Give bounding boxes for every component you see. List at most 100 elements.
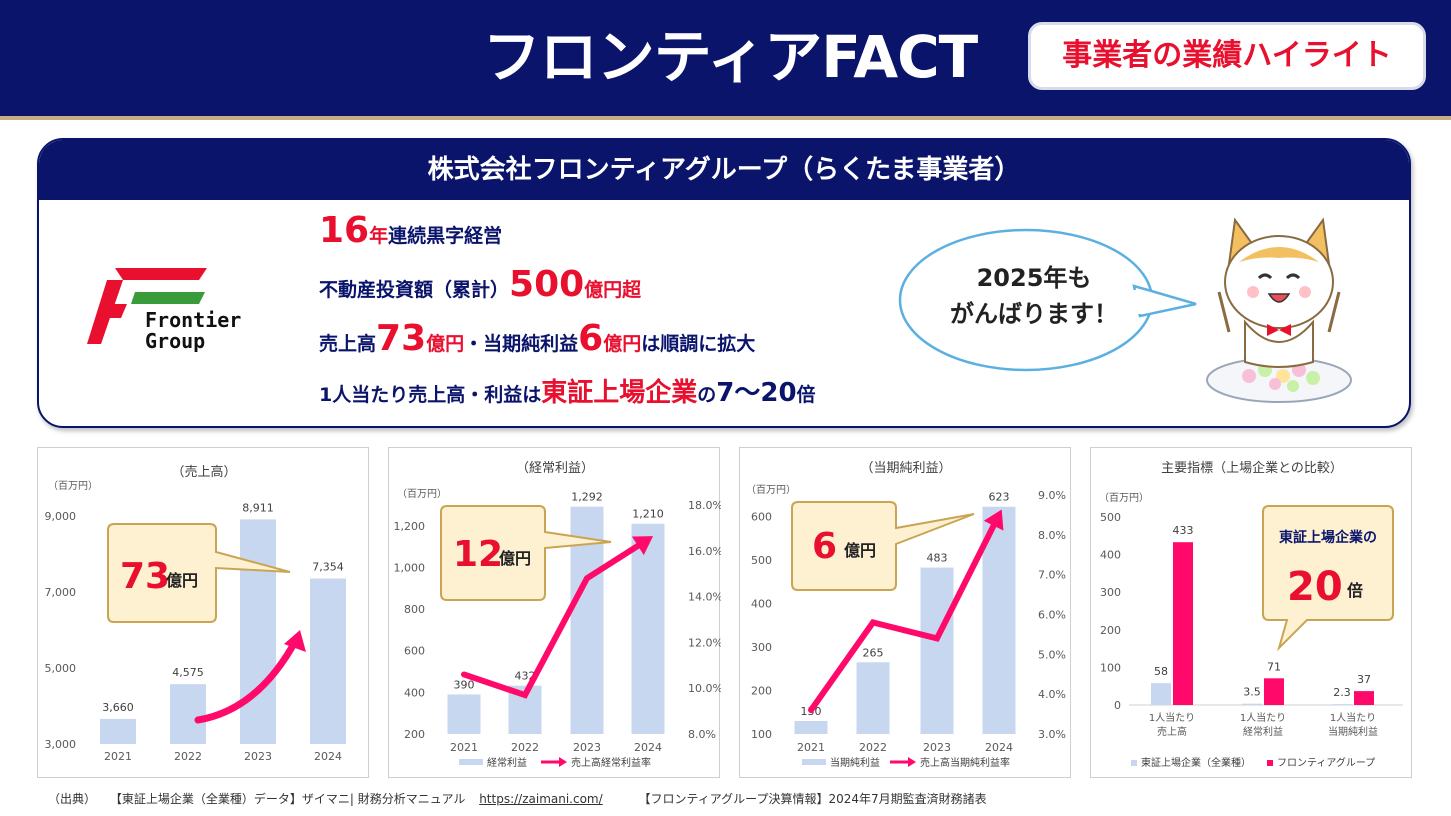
speech-bubble bbox=[898, 228, 1197, 372]
callout-number: 12 bbox=[453, 534, 503, 575]
y-tick-label: 9,000 bbox=[45, 510, 77, 523]
y2-tick-label: 18.0% bbox=[688, 499, 721, 512]
logo-text-frontier: Frontier bbox=[145, 308, 242, 332]
net-income-chart: （当期純利益） （百万円） 100 200 300 400 500 600 3.0% 4.0%… bbox=[746, 461, 1066, 769]
bar bbox=[920, 567, 954, 734]
data-label: 4,575 bbox=[172, 666, 204, 679]
legend-line-label: 売上高経常利益率 bbox=[571, 756, 651, 769]
x-tick-label: 1人当たり bbox=[1240, 711, 1286, 724]
rate-line-arrowhead bbox=[983, 509, 1004, 531]
y-tick-label: 5,000 bbox=[45, 662, 77, 675]
growth-arrow-head bbox=[284, 630, 306, 652]
rate-line bbox=[808, 522, 997, 714]
fact-comparison-emphasis: 東証上場企業 bbox=[541, 378, 698, 408]
data-label: 1,210 bbox=[632, 508, 664, 521]
y-tick-label: 600 bbox=[404, 645, 425, 658]
fact-sales-text1: 売上高 bbox=[319, 333, 377, 355]
data-label: 71 bbox=[1267, 660, 1281, 673]
footnote-frontier: 【フロンティアグループ決算情報】2024年7月期監査済財務諸表 bbox=[638, 792, 987, 806]
data-label: 483 bbox=[927, 552, 948, 565]
y-tick-label: 0 bbox=[1114, 699, 1121, 712]
y2-tick-label: 3.0% bbox=[1038, 728, 1066, 741]
x-tick-label: 1人当たり bbox=[1149, 711, 1195, 724]
footnote-url-link[interactable]: https://zaimani.com/ bbox=[479, 792, 603, 806]
data-label: 265 bbox=[863, 646, 884, 659]
fact-sales-unit: 億円 bbox=[426, 333, 465, 355]
legend-tse-label: 東証上場企業（全業種） bbox=[1141, 756, 1251, 769]
data-label: 1,292 bbox=[571, 491, 603, 504]
callout-number: 73 bbox=[120, 556, 170, 597]
y-tick-label: 600 bbox=[751, 511, 772, 524]
x-tick-label: 2022 bbox=[859, 741, 887, 754]
bar bbox=[1151, 683, 1171, 705]
x-tick-label: 2022 bbox=[174, 750, 202, 763]
x-tick-label: 2024 bbox=[985, 741, 1013, 754]
legend-line-label: 売上高当期純利益率 bbox=[920, 756, 1010, 769]
bar bbox=[240, 519, 276, 744]
footnote-source: （出典） bbox=[48, 792, 97, 806]
chart-title: （経常利益） bbox=[516, 461, 594, 476]
y2-tick-label: 14.0% bbox=[688, 591, 721, 604]
callout-number: 6 bbox=[812, 526, 837, 567]
company-name: 株式会社フロンティアグループ（らくたま事業者） bbox=[39, 140, 1409, 200]
data-label: 390 bbox=[454, 678, 475, 691]
ordinary-profit-chart-panel: （経常利益） （百万円） 200 400 600 800 1,000 1,200 8.0% 1… bbox=[388, 447, 721, 778]
legend-swatch-arrow bbox=[908, 757, 916, 767]
bar bbox=[1332, 704, 1352, 705]
fact-comparison-text1: 1人当たり売上高・利益は bbox=[319, 384, 542, 406]
footnote-tse: 【東証上場企業（全業種）データ】ザイマニ| 財務分析マニュアル bbox=[109, 792, 466, 806]
comparison-chart-panel: 主要指標（上場企業との比較） （百万円） 0 100 200 300 400 500 1人… bbox=[1090, 447, 1412, 778]
legend-swatch-arrow bbox=[559, 757, 567, 767]
y2-tick-label: 12.0% bbox=[688, 636, 721, 649]
legend-swatch-tse bbox=[1131, 760, 1137, 766]
logo-text-group: Group bbox=[145, 329, 206, 353]
unit-label: （百万円） bbox=[1099, 492, 1149, 504]
data-label: 8,911 bbox=[242, 501, 274, 514]
x-tick-label: 2021 bbox=[450, 741, 478, 754]
bar bbox=[1354, 691, 1374, 705]
fact-comparison-number: 7～20 bbox=[716, 378, 797, 408]
speech-line-1: 2025年も bbox=[976, 264, 1092, 292]
fact-investment-unit: 億円超 bbox=[584, 279, 642, 301]
bar bbox=[1173, 542, 1193, 705]
data-label: 3.5 bbox=[1243, 686, 1261, 699]
highlight-badge: 事業者の業績ハイライト bbox=[1028, 22, 1426, 90]
sales-chart: （売上高） （百万円） 3,000 5,000 7,000 9,000 3,660 20… bbox=[45, 464, 346, 763]
y2-tick-label: 6.0% bbox=[1038, 609, 1066, 622]
callout-number: 20 bbox=[1287, 564, 1343, 610]
y-tick-label: 400 bbox=[404, 686, 425, 699]
x-tick-label: 2021 bbox=[104, 750, 132, 763]
comparison-chart: 主要指標（上場企業との比較） （百万円） 0 100 200 300 400 500 1人… bbox=[1099, 460, 1403, 769]
fact-years-number: 16 bbox=[319, 210, 370, 251]
unit-label: （百万円） bbox=[746, 484, 796, 496]
fact-years-unit: 年 bbox=[369, 225, 389, 247]
y-tick-label: 500 bbox=[751, 554, 772, 567]
rate-line bbox=[461, 542, 641, 699]
y2-tick-label: 9.0% bbox=[1038, 489, 1066, 502]
bar bbox=[1264, 678, 1284, 705]
callout-20-bai: 東証上場企業の 20 倍 bbox=[1262, 505, 1394, 652]
y-tick-label: 1,000 bbox=[394, 561, 426, 574]
data-label: 7,354 bbox=[312, 561, 344, 574]
bar bbox=[310, 578, 346, 744]
fact-comparison-text2: の bbox=[697, 384, 717, 406]
data-label: 623 bbox=[989, 491, 1010, 504]
x-tick-label: 2023 bbox=[923, 741, 951, 754]
y-tick-label: 300 bbox=[751, 641, 772, 654]
x-tick-label: 1人当たり bbox=[1330, 711, 1376, 724]
bar bbox=[100, 718, 136, 744]
sales-chart-panel: （売上高） （百万円） 3,000 5,000 7,000 9,000 3,660 20… bbox=[37, 447, 369, 778]
y-tick-label: 400 bbox=[1100, 549, 1121, 562]
fact-investment-number: 500 bbox=[509, 264, 585, 305]
bar bbox=[447, 694, 481, 734]
fact-investment-text: 不動産投資額（累計） bbox=[319, 279, 510, 301]
chart-title: 主要指標（上場企業との比較） bbox=[1161, 460, 1343, 476]
legend-bar-label: 当期純利益 bbox=[830, 756, 880, 769]
bar bbox=[794, 720, 828, 734]
net-income-chart-panel: （当期純利益） （百万円） 100 200 300 400 500 600 3.0% 4.0%… bbox=[739, 447, 1071, 778]
x-tick-label: 当期純利益 bbox=[1328, 725, 1378, 738]
unit-label: （百万円） bbox=[397, 488, 447, 500]
fact-line-profit-years: 16年連続黒字経営 bbox=[319, 210, 502, 251]
x-tick-label: 2022 bbox=[511, 741, 539, 754]
callout-line1: 東証上場企業の bbox=[1279, 529, 1377, 546]
